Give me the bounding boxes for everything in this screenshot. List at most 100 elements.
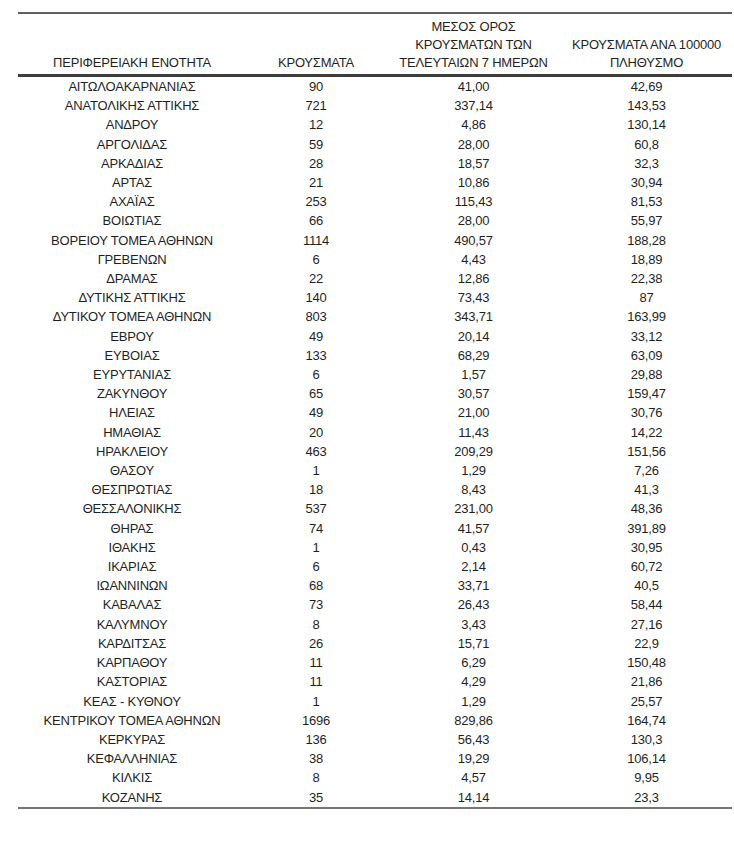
region-cell: ΕΒΡΟΥ <box>18 327 246 346</box>
column-header-label: ΚΡΟΥΣΜΑΤΩΝ ΤΩΝ <box>386 36 561 54</box>
per100k-cell: 143,53 <box>561 96 732 115</box>
cases-cell: 6 <box>246 365 386 384</box>
region-cell: ΒΟΙΩΤΙΑΣ <box>18 211 246 230</box>
cases-cell: 18 <box>246 480 386 499</box>
cases-cell: 74 <box>246 519 386 538</box>
avg7-cell: 56,43 <box>386 730 561 749</box>
table-row: ΚΑΡΔΙΤΣΑΣ 26 15,71 22,9 <box>18 634 732 653</box>
region-cell: ΑΡΓΟΛΙΔΑΣ <box>18 135 246 154</box>
document-page: ΠΕΡΙΦΕΡΕΙΑΚΗ ΕΝΟΤΗΤΑ ΚΡΟΥΣΜΑΤΑ ΜΕΣΟΣ ΟΡΟ… <box>0 0 734 862</box>
table-row: ΘΗΡΑΣ 74 41,57 391,89 <box>18 519 732 538</box>
per100k-cell: 22,38 <box>561 269 732 288</box>
avg7-cell: 209,29 <box>386 442 561 461</box>
column-header-label: ΠΛΗΘΥΣΜΟ <box>561 54 732 72</box>
region-cell: ΑΝΔΡΟΥ <box>18 115 246 134</box>
table-row: ΘΕΣΠΡΩΤΙΑΣ 18 8,43 41,3 <box>18 480 732 499</box>
avg7-cell: 337,14 <box>386 96 561 115</box>
avg7-cell: 4,57 <box>386 768 561 787</box>
per100k-cell: 7,26 <box>561 461 732 480</box>
cases-cell: 28 <box>246 154 386 173</box>
column-header-label: ΠΕΡΙΦΕΡΕΙΑΚΗ ΕΝΟΤΗΤΑ <box>18 54 246 72</box>
region-cell: ΔΥΤΙΚΗΣ ΑΤΤΙΚΗΣ <box>18 288 246 307</box>
region-cell: ΚΑΛΥΜΝΟΥ <box>18 615 246 634</box>
cases-cell: 253 <box>246 192 386 211</box>
avg7-cell: 3,43 <box>386 615 561 634</box>
cases-cell: 1 <box>246 461 386 480</box>
table-row: ΗΡΑΚΛΕΙΟΥ 463 209,29 151,56 <box>18 442 732 461</box>
table-row: ΑΙΤΩΛΟΑΚΑΡΝΑΝΙΑΣ 90 41,00 42,69 <box>18 76 732 97</box>
table-row: ΚΑΡΠΑΘΟΥ 11 6,29 150,48 <box>18 653 732 672</box>
avg7-cell: 6,29 <box>386 653 561 672</box>
region-cell: ΖΑΚΥΝΘΟΥ <box>18 384 246 403</box>
table-row: ΑΝΔΡΟΥ 12 4,86 130,14 <box>18 115 732 134</box>
region-cell: ΚΕΑΣ - ΚΥΘΝΟΥ <box>18 692 246 711</box>
column-header-label: ΤΕΛΕΥΤΑΙΩΝ 7 ΗΜΕΡΩΝ <box>386 54 561 72</box>
table-row: ΔΥΤΙΚΗΣ ΑΤΤΙΚΗΣ 140 73,43 87 <box>18 288 732 307</box>
table-row: ΗΜΑΘΙΑΣ 20 11,43 14,22 <box>18 423 732 442</box>
per100k-cell: 30,94 <box>561 173 732 192</box>
avg7-cell: 68,29 <box>386 346 561 365</box>
cases-cell: 49 <box>246 327 386 346</box>
region-cell: ΑΙΤΩΛΟΑΚΑΡΝΑΝΙΑΣ <box>18 76 246 97</box>
per100k-cell: 151,56 <box>561 442 732 461</box>
table-row: ΒΟΡΕΙΟΥ ΤΟΜΕΑ ΑΘΗΝΩΝ 1114 490,57 188,28 <box>18 231 732 250</box>
table-row: ΚΙΛΚΙΣ 8 4,57 9,95 <box>18 768 732 787</box>
cases-cell: 65 <box>246 384 386 403</box>
region-cell: ΙΘΑΚΗΣ <box>18 538 246 557</box>
table-row: ΑΝΑΤΟΛΙΚΗΣ ΑΤΤΙΚΗΣ 721 337,14 143,53 <box>18 96 732 115</box>
region-cell: ΚΑΣΤΟΡΙΑΣ <box>18 672 246 691</box>
cases-cell: 11 <box>246 653 386 672</box>
avg7-cell: 4,43 <box>386 250 561 269</box>
per100k-cell: 63,09 <box>561 346 732 365</box>
cases-cell: 21 <box>246 173 386 192</box>
avg7-cell: 18,57 <box>386 154 561 173</box>
region-cell: ΚΑΡΔΙΤΣΑΣ <box>18 634 246 653</box>
per100k-cell: 130,3 <box>561 730 732 749</box>
per100k-cell: 40,5 <box>561 576 732 595</box>
region-cell: ΑΡΚΑΔΙΑΣ <box>18 154 246 173</box>
avg7-cell: 115,43 <box>386 192 561 211</box>
header-row: ΠΕΡΙΦΕΡΕΙΑΚΗ ΕΝΟΤΗΤΑ ΚΡΟΥΣΜΑΤΑ ΜΕΣΟΣ ΟΡΟ… <box>18 13 732 76</box>
per100k-cell: 14,22 <box>561 423 732 442</box>
region-cell: ΙΚΑΡΙΑΣ <box>18 557 246 576</box>
table-row: ΔΥΤΙΚΟΥ ΤΟΜΕΑ ΑΘΗΝΩΝ 803 343,71 163,99 <box>18 307 732 326</box>
table-row: ΘΕΣΣΑΛΟΝΙΚΗΣ 537 231,00 48,36 <box>18 499 732 518</box>
cases-cell: 38 <box>246 749 386 768</box>
cases-cell: 66 <box>246 211 386 230</box>
region-cell: ΘΗΡΑΣ <box>18 519 246 538</box>
region-cell: ΔΡΑΜΑΣ <box>18 269 246 288</box>
per100k-cell: 30,95 <box>561 538 732 557</box>
per100k-cell: 60,72 <box>561 557 732 576</box>
per100k-cell: 130,14 <box>561 115 732 134</box>
table-row: ΑΡΓΟΛΙΔΑΣ 59 28,00 60,8 <box>18 135 732 154</box>
table-row: ΒΟΙΩΤΙΑΣ 66 28,00 55,97 <box>18 211 732 230</box>
avg7-cell: 2,14 <box>386 557 561 576</box>
avg7-cell: 28,00 <box>386 211 561 230</box>
table-row: ΑΡΤΑΣ 21 10,86 30,94 <box>18 173 732 192</box>
table-row: ΔΡΑΜΑΣ 22 12,86 22,38 <box>18 269 732 288</box>
cases-cell: 22 <box>246 269 386 288</box>
region-cell: ΑΝΑΤΟΛΙΚΗΣ ΑΤΤΙΚΗΣ <box>18 96 246 115</box>
avg7-cell: 33,71 <box>386 576 561 595</box>
table-row: ΙΚΑΡΙΑΣ 6 2,14 60,72 <box>18 557 732 576</box>
cases-cell: 803 <box>246 307 386 326</box>
region-cell: ΚΙΛΚΙΣ <box>18 768 246 787</box>
region-cell: ΑΧΑΪΑΣ <box>18 192 246 211</box>
avg7-cell: 73,43 <box>386 288 561 307</box>
table-row: ΖΑΚΥΝΘΟΥ 65 30,57 159,47 <box>18 384 732 403</box>
avg7-cell: 19,29 <box>386 749 561 768</box>
cases-cell: 463 <box>246 442 386 461</box>
table-row: ΚΑΒΑΛΑΣ 73 26,43 58,44 <box>18 595 732 614</box>
avg7-cell: 8,43 <box>386 480 561 499</box>
region-cell: ΙΩΑΝΝΙΝΩΝ <box>18 576 246 595</box>
table-row: ΕΥΒΟΙΑΣ 133 68,29 63,09 <box>18 346 732 365</box>
region-cell: ΗΜΑΘΙΑΣ <box>18 423 246 442</box>
cases-cell: 136 <box>246 730 386 749</box>
region-cell: ΘΑΣΟΥ <box>18 461 246 480</box>
table-row: ΙΩΑΝΝΙΝΩΝ 68 33,71 40,5 <box>18 576 732 595</box>
cases-cell: 11 <box>246 672 386 691</box>
region-cell: ΚΕΡΚΥΡΑΣ <box>18 730 246 749</box>
per100k-cell: 18,89 <box>561 250 732 269</box>
column-header-label: ΚΡΟΥΣΜΑΤΑ <box>246 54 386 72</box>
table-row: ΚΕΡΚΥΡΑΣ 136 56,43 130,3 <box>18 730 732 749</box>
